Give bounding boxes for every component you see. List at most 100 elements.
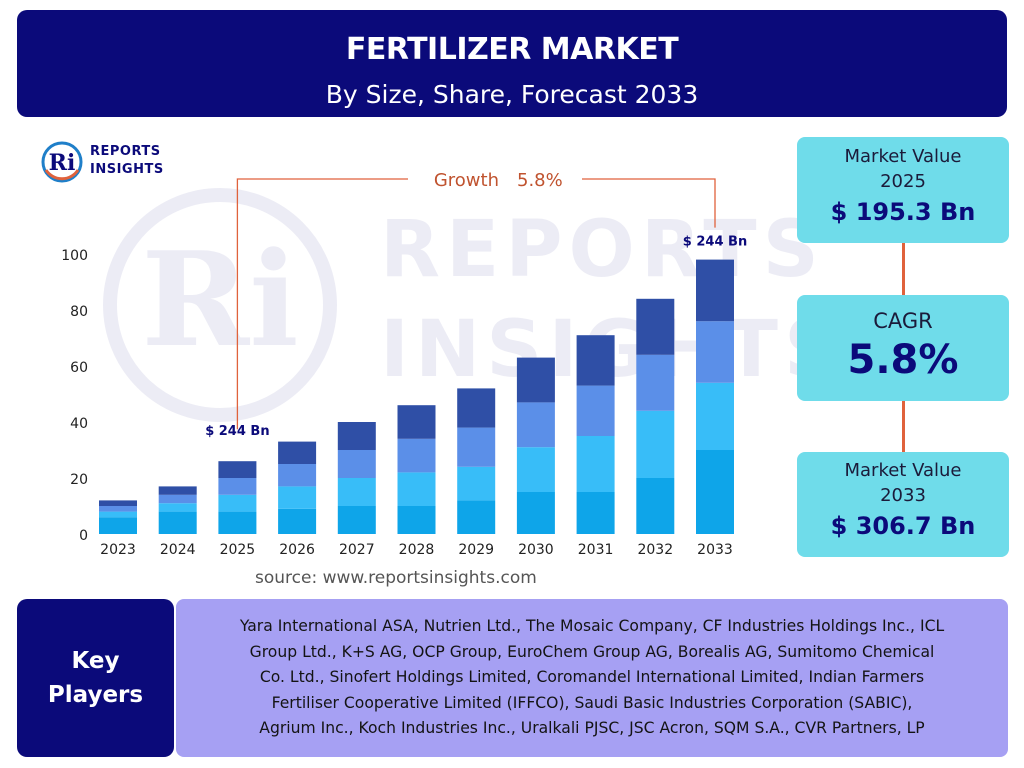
- bar-segment: [516, 447, 555, 492]
- bar-segment: [696, 321, 734, 383]
- x-tick-label: 2027: [339, 542, 375, 558]
- header-banner: FERTILIZER MARKET By Size, Share, Foreca…: [17, 10, 1007, 117]
- source-text: source: www.reportsinsights.com: [255, 568, 537, 588]
- x-tick-label: 2028: [399, 542, 435, 558]
- bar-segment: [278, 486, 317, 509]
- logo-line1: REPORTS: [90, 144, 161, 159]
- bar-segment: [218, 494, 257, 512]
- bar-segment: [278, 464, 317, 487]
- page-subtitle: By Size, Share, Forecast 2033: [325, 80, 699, 109]
- bar-segment: [218, 511, 257, 534]
- growth-line-left: [236, 178, 408, 430]
- bar-segment: [516, 402, 555, 448]
- x-tick-label: 2031: [578, 542, 614, 558]
- market-value-2025-year: 2025: [880, 171, 926, 192]
- bar-segment: [337, 478, 376, 506]
- bar-segment: [397, 438, 436, 473]
- logo-mark: Ri: [49, 150, 76, 176]
- logo-line2: INSIGHTS: [90, 162, 164, 177]
- key-players-heading: Key Players: [17, 599, 174, 757]
- bar-segment: [158, 503, 197, 512]
- bar-segment: [636, 298, 675, 355]
- market-value-2033-label: Market Value: [844, 460, 962, 481]
- x-tick-label: 2032: [637, 542, 673, 558]
- bar-segment: [337, 422, 376, 450]
- growth-value: 5.8%: [517, 170, 563, 191]
- y-tick-label: 60: [70, 360, 88, 376]
- bar-segment: [337, 506, 376, 534]
- y-tick-label: 100: [61, 248, 88, 264]
- bar-segment: [516, 492, 555, 534]
- bar-segment: [158, 486, 197, 495]
- logo-icon: Ri: [41, 141, 83, 183]
- market-value-2033-card: Market Value 2033 $ 306.7 Bn: [797, 452, 1009, 557]
- growth-line-right: [582, 178, 716, 228]
- bar-segment: [397, 405, 436, 439]
- x-tick-label: 2023: [100, 542, 136, 558]
- bar-segment: [99, 500, 137, 506]
- bar-segment: [278, 441, 317, 464]
- bar-segment: [397, 506, 436, 534]
- growth-label: Growth: [434, 170, 499, 191]
- watermark-line1: REPORTS: [380, 205, 825, 295]
- bar-segment: [636, 354, 675, 411]
- bar-segment: [457, 388, 496, 428]
- bar-segment: [636, 478, 675, 534]
- bar-segment: [158, 494, 197, 504]
- bar-segment: [457, 427, 496, 467]
- market-value-2025-value: $ 195.3 Bn: [830, 198, 976, 226]
- bar-segment: [397, 472, 436, 506]
- key-players-label-line2: Players: [47, 682, 144, 708]
- bar-segment: [278, 508, 317, 534]
- bar-segment: [158, 511, 197, 534]
- bar-segment: [696, 450, 734, 534]
- start-value-label: $ 244 Bn: [205, 424, 269, 439]
- connector-line: [902, 243, 905, 295]
- x-tick-label: 2030: [518, 542, 554, 558]
- key-players-line: Group Ltd., K+S AG, OCP Group, EuroChem …: [249, 642, 935, 661]
- bar-segment: [457, 466, 496, 501]
- bar-segment: [516, 357, 555, 403]
- bar-segment: [337, 450, 376, 478]
- bar-segment: [636, 410, 675, 478]
- x-tick-label: 2029: [458, 542, 494, 558]
- page-title: FERTILIZER MARKET: [345, 32, 679, 67]
- y-tick-label: 20: [70, 472, 88, 488]
- bar-segment: [576, 492, 615, 534]
- bar-segment: [576, 335, 615, 386]
- x-tick-label: 2033: [697, 542, 733, 558]
- bar-segment: [218, 478, 257, 495]
- bar-segment: [576, 385, 615, 436]
- bar-segment: [218, 461, 257, 478]
- x-tick-label: 2024: [160, 542, 196, 558]
- bar-chart: 0 20 40 60 80 100 2023 2024 2025 2026 2027 2028 2029…: [61, 170, 747, 558]
- bar-segment: [696, 259, 734, 322]
- key-players-line: Co. Ltd., Sinofert Holdings Limited, Cor…: [259, 668, 925, 687]
- y-tick-label: 0: [79, 528, 88, 544]
- key-players-label-line1: Key: [71, 648, 120, 674]
- key-players-line: Fertiliser Cooperative Limited (IFFCO), …: [271, 693, 913, 712]
- bar-segment: [696, 382, 734, 450]
- cagr-card: CAGR 5.8%: [797, 295, 1009, 401]
- market-value-2025-card: Market Value 2025 $ 195.3 Bn: [797, 137, 1009, 243]
- y-tick-label: 80: [70, 304, 88, 320]
- bar-segment: [576, 436, 615, 492]
- bar-segment: [99, 511, 137, 518]
- end-value-label: $ 244 Bn: [683, 235, 747, 250]
- cagr-label: CAGR: [873, 309, 933, 333]
- key-players-line: Yara International ASA, Nutrien Ltd., Th…: [239, 617, 945, 636]
- market-value-2025-label: Market Value: [844, 146, 962, 167]
- key-players-list: Yara International ASA, Nutrien Ltd., Th…: [176, 599, 1008, 757]
- x-tick-label: 2026: [279, 542, 315, 558]
- y-tick-label: 40: [70, 416, 88, 432]
- brand-logo: Ri REPORTS INSIGHTS: [40, 140, 180, 184]
- connector-line: [902, 401, 905, 452]
- key-players-line: Agrium Inc., Koch Industries Inc., Uralk…: [259, 719, 925, 738]
- cagr-value: 5.8%: [847, 337, 959, 383]
- bar-segment: [99, 517, 137, 534]
- bar-segment: [457, 500, 496, 534]
- x-tick-label: 2025: [220, 542, 256, 558]
- watermark-logo-icon: Ri: [103, 188, 337, 422]
- market-value-2033-value: $ 306.7 Bn: [830, 512, 976, 540]
- market-value-2033-year: 2033: [880, 485, 926, 506]
